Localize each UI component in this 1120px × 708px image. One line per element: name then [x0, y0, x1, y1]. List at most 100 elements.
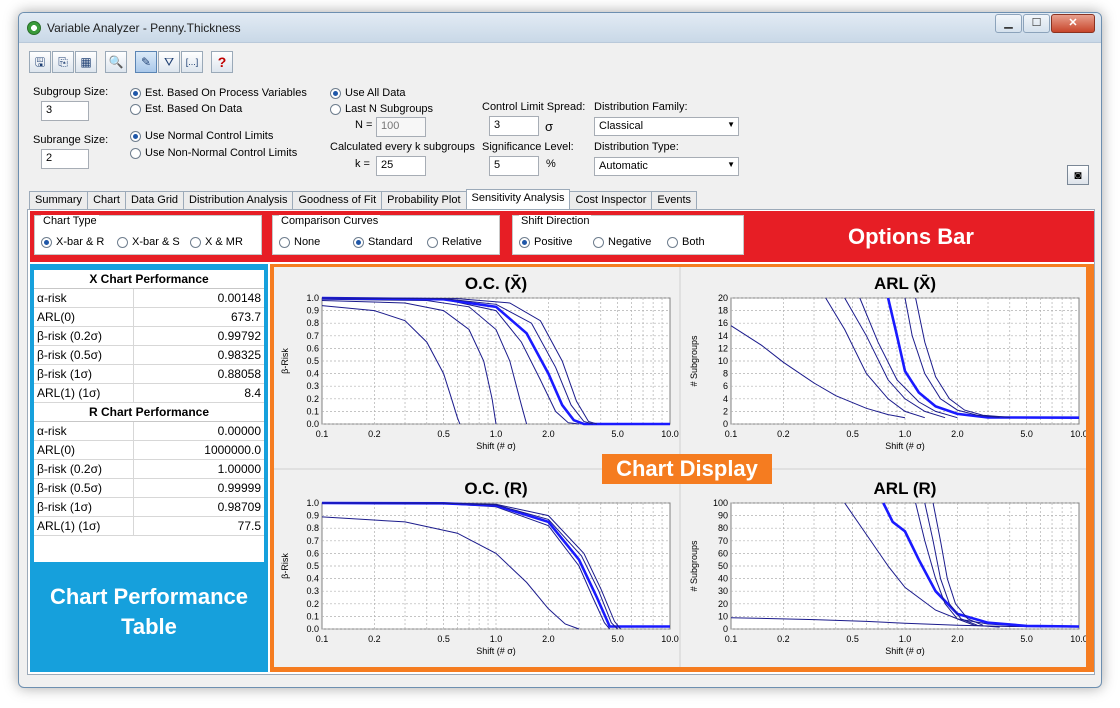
tab-distribution-analysis[interactable]: Distribution Analysis [183, 191, 294, 210]
tab-goodness-of-fit[interactable]: Goodness of Fit [292, 191, 383, 210]
y-tick-label: 0.5 [306, 561, 319, 571]
window-title: Variable Analyzer - Penny.Thickness [47, 21, 241, 35]
y-axis-label: # Subgroups [689, 335, 699, 387]
dist-type-select[interactable]: Automatic ▼ [594, 157, 739, 176]
radio-dot [130, 103, 141, 115]
y-tick-label: 40 [718, 574, 728, 584]
help-icon[interactable]: ? [211, 51, 233, 73]
brackets-icon[interactable]: [...] [181, 51, 203, 73]
x-axis-label: Shift (# σ) [476, 646, 516, 656]
x-tick-label: 2.0 [951, 634, 964, 644]
radio-dot [330, 103, 341, 115]
chart-type-xbar-s-radio[interactable]: X-bar & S [117, 236, 180, 248]
radio-label: None [294, 236, 321, 248]
chart-type-group: Chart Type X-bar & R X-bar & S X & MR [34, 215, 262, 255]
shift-positive-radio[interactable]: Positive [519, 236, 573, 248]
comparison-standard-radio[interactable]: Standard [353, 236, 413, 248]
series-line [321, 300, 497, 425]
comparison-relative-radio[interactable]: Relative [427, 236, 482, 248]
tab-chart[interactable]: Chart [87, 191, 126, 210]
radio-label: Negative [608, 236, 652, 248]
copy-icon[interactable]: ⎘ [52, 51, 74, 73]
est-data-label: Est. Based On Data [145, 103, 243, 115]
y-tick-label: 0.0 [306, 419, 319, 429]
shift-both-radio[interactable]: Both [667, 236, 705, 248]
subgroup-size-input[interactable]: 3 [41, 101, 89, 121]
y-tick-label: 70 [718, 536, 728, 546]
series-line [882, 502, 1080, 628]
dist-family-select[interactable]: Classical ▼ [594, 117, 739, 136]
n-input[interactable]: 100 [376, 117, 426, 137]
table-row: β-risk (1σ) 0.88058 [34, 365, 264, 384]
y-tick-label: 0.7 [306, 536, 319, 546]
y-tick-label: 0.4 [306, 574, 319, 584]
subrange-size-input[interactable]: 2 [41, 149, 89, 169]
x-tick-label: 0.5 [437, 634, 450, 644]
normal-limits-label: Use Normal Control Limits [145, 130, 274, 142]
chevron-down-icon: ▼ [727, 160, 735, 169]
chart-type-xbar-r-radio[interactable]: X-bar & R [41, 236, 104, 248]
chart-area: 0.0 0.1 0.2 0.3 0.4 0.5 0.6 0.7 0.8 0.9 1.0 0.1 0.2 0… [274, 267, 1088, 667]
shift-negative-radio[interactable]: Negative [593, 236, 651, 248]
y-tick-label: 50 [718, 561, 728, 571]
control-limit-spread-input[interactable]: 3 [489, 116, 539, 136]
radio-dot [117, 236, 128, 248]
significance-input[interactable]: 5 [489, 156, 539, 176]
x-tick-label: 10.0 [661, 429, 679, 439]
filter-icon[interactable]: ⛛ [158, 51, 180, 73]
tab-events[interactable]: Events [651, 191, 698, 210]
app-logo-icon [27, 21, 41, 35]
minimize-button[interactable]: ▁ [995, 14, 1022, 33]
chart-display-banner: Chart Display [602, 454, 772, 484]
maximize-button[interactable]: ☐ [1023, 14, 1050, 33]
radio-label: Relative [442, 236, 482, 248]
series-line [886, 297, 1080, 419]
row-value: 0.88058 [217, 367, 261, 381]
series-line [859, 297, 958, 419]
chart-image-icon[interactable]: ▦ [75, 51, 97, 73]
x-tick-label: 10.0 [1070, 634, 1086, 644]
tab-summary[interactable]: Summary [29, 191, 89, 210]
tab-data-grid[interactable]: Data Grid [124, 191, 185, 210]
est-process-radio[interactable]: Est. Based On Process Variables [130, 87, 307, 99]
table-row: ARL(1) (1σ) 8.4 [34, 384, 264, 403]
series-line [730, 325, 906, 419]
series-line [321, 516, 580, 630]
print-preview-icon[interactable]: 🔍 [105, 51, 127, 73]
x-tick-label: 0.2 [777, 429, 790, 439]
banner-line: Chart Performance [49, 584, 249, 609]
save-icon[interactable]: 🖫 [29, 51, 51, 73]
normal-limits-radio[interactable]: Use Normal Control Limits [130, 130, 273, 142]
tab-cost-inspector[interactable]: Cost Inspector [569, 191, 653, 210]
table-row: β-risk (0.2σ) 0.99792 [34, 327, 264, 346]
tab-probability-plot[interactable]: Probability Plot [381, 191, 467, 210]
radio-dot [190, 236, 201, 248]
close-button[interactable]: ✕ [1051, 14, 1095, 33]
y-tick-label: 0.9 [306, 511, 319, 521]
row-key: ARL(0) [34, 308, 134, 326]
tab-sensitivity-analysis[interactable]: Sensitivity Analysis [465, 189, 571, 210]
edit-icon[interactable]: ✎ [135, 51, 157, 73]
x-axis-label: Shift (# σ) [476, 441, 516, 451]
subgroup-size-label: Subgroup Size: [33, 86, 109, 98]
est-data-radio[interactable]: Est. Based On Data [130, 103, 242, 115]
row-key: β-risk (0.2σ) [34, 460, 134, 478]
chart-performance-panel: X Chart Performance α-risk 0.00148 ARL(0)… [30, 264, 268, 672]
chart-type-label: Chart Type [41, 215, 99, 227]
y-tick-label: 0.0 [306, 624, 319, 634]
use-all-data-radio[interactable]: Use All Data [330, 87, 406, 99]
nonnormal-limits-radio[interactable]: Use Non-Normal Control Limits [130, 147, 297, 159]
series-line [915, 297, 1010, 418]
row-key: β-risk (0.5σ) [34, 346, 134, 364]
x-axis-label: Shift (# σ) [885, 646, 925, 656]
comparison-none-radio[interactable]: None [279, 236, 320, 248]
last-n-radio[interactable]: Last N Subgroups [330, 103, 433, 115]
chart-type-x-mr-radio[interactable]: X & MR [190, 236, 243, 248]
x-tick-label: 5.0 [611, 429, 624, 439]
lock-icon[interactable]: ◙ [1067, 165, 1089, 185]
row-value: 0.99999 [217, 481, 261, 495]
y-tick-label: 0.9 [306, 306, 319, 316]
k-input[interactable]: 25 [376, 156, 426, 176]
y-tick-label: 30 [718, 586, 728, 596]
row-value: 0.00148 [217, 291, 261, 305]
